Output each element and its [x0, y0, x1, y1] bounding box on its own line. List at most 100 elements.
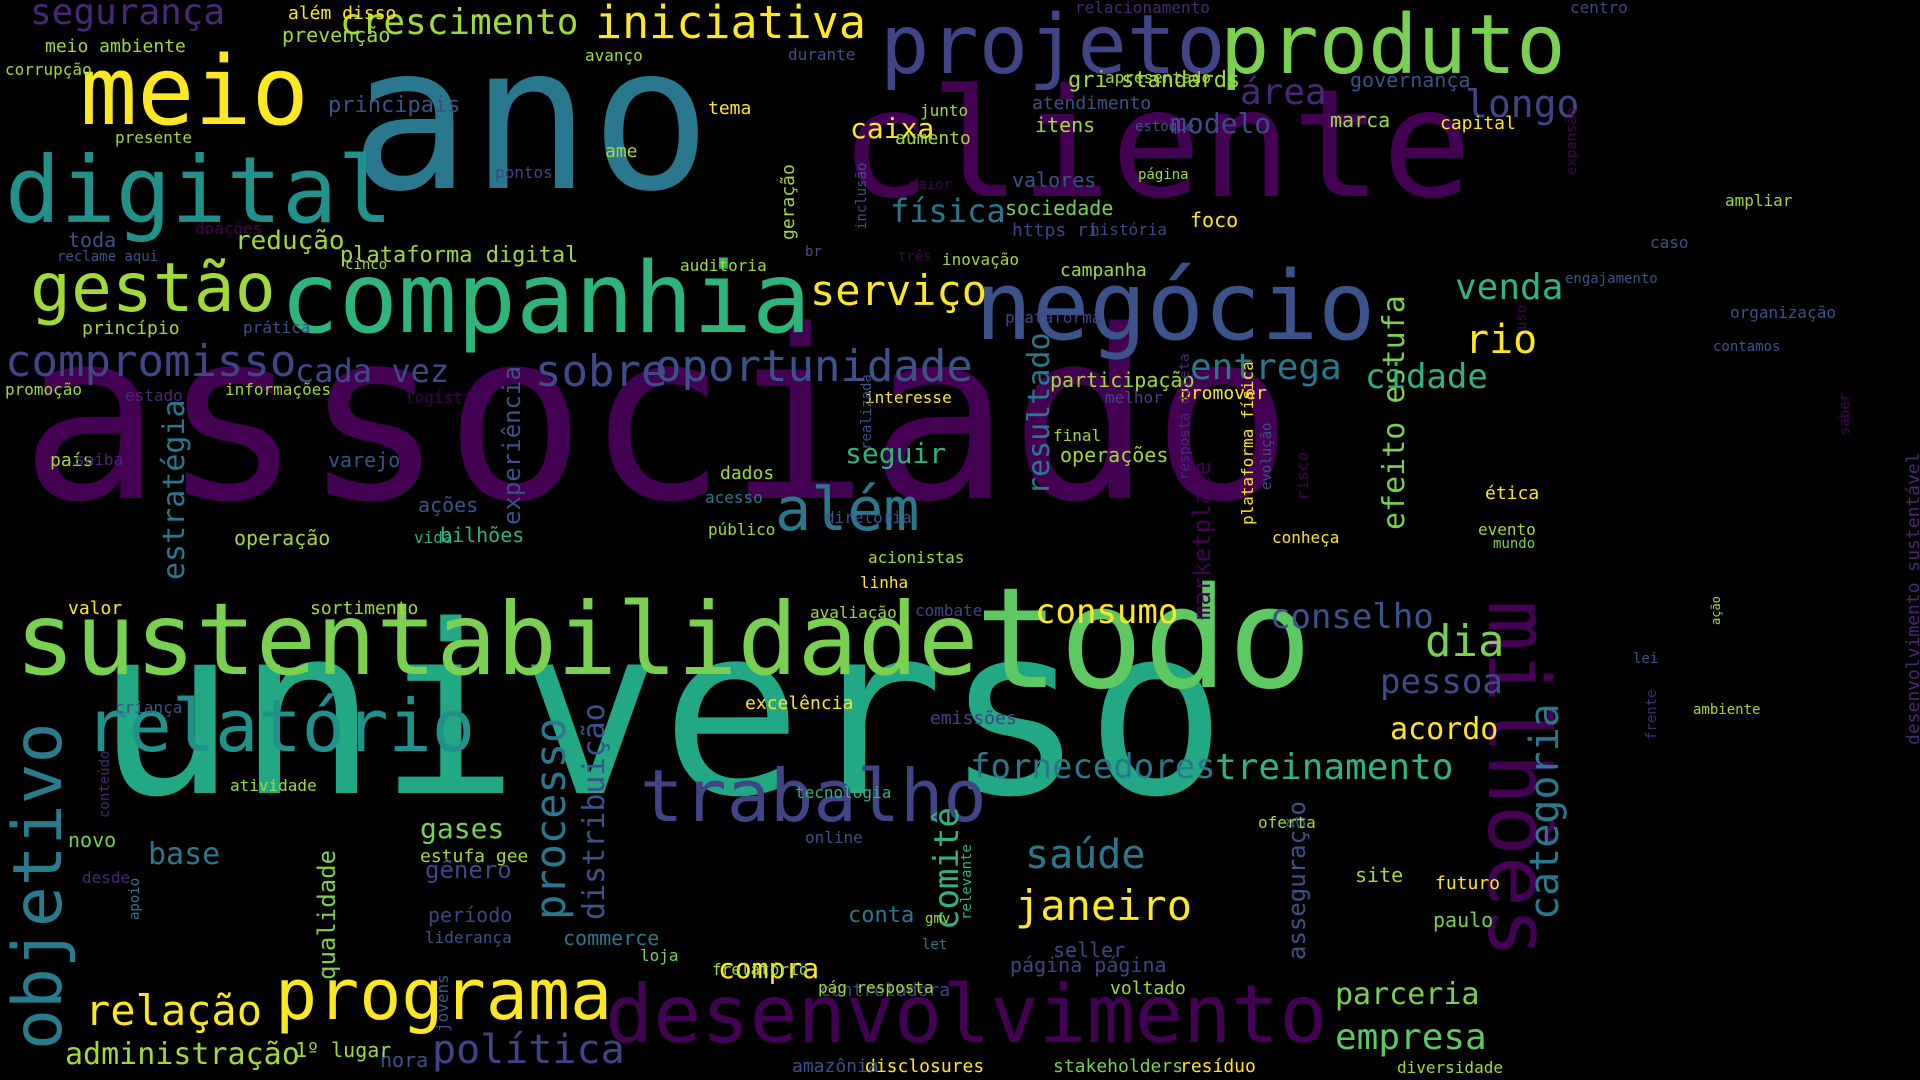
cloud-word: projeto — [880, 0, 1226, 93]
cloud-word: experiência — [498, 366, 526, 525]
cloud-word: pessoa — [1380, 662, 1503, 702]
cloud-word: caixa — [850, 112, 935, 145]
cloud-word: estado — [125, 386, 183, 405]
cloud-word: três — [898, 249, 932, 265]
cloud-word: expansão — [1564, 107, 1580, 175]
cloud-word: diretoria — [825, 508, 912, 527]
cloud-word: caso — [1650, 233, 1689, 252]
cloud-word: segurança — [30, 0, 226, 33]
cloud-word: br — [805, 244, 822, 260]
cloud-word: negócio — [975, 252, 1376, 362]
cloud-word: stakeholders — [1053, 1056, 1184, 1077]
cloud-word: efeito estufa — [1377, 295, 1412, 530]
cloud-word: serviço — [810, 266, 988, 315]
cloud-word: crescimento — [340, 2, 579, 43]
cloud-word: iniciativa — [595, 0, 866, 49]
cloud-word: conta — [848, 903, 915, 928]
cloud-word: além — [775, 475, 920, 545]
cloud-word: informações — [225, 380, 331, 399]
cloud-word: commerce — [563, 926, 660, 950]
cloud-word: reclame aqui — [57, 249, 159, 265]
cloud-word: participação — [1050, 368, 1195, 392]
cloud-word: junto — [920, 101, 969, 120]
cloud-word: durante — [788, 45, 856, 64]
cloud-word: digital — [5, 137, 393, 244]
cloud-word: ano — [350, 3, 712, 236]
cloud-word: página — [1138, 167, 1189, 183]
cloud-word: uso — [1514, 304, 1530, 330]
cloud-word: geração — [778, 164, 799, 240]
cloud-word: meio ambiente — [45, 36, 186, 57]
cloud-word: final — [1053, 426, 1102, 445]
cloud-word: plataforma — [1005, 308, 1102, 327]
cloud-word: linha — [860, 573, 909, 592]
cloud-word: conheça — [1272, 528, 1340, 547]
cloud-word: controladora — [820, 980, 951, 1001]
cloud-word: governança — [1350, 68, 1471, 92]
cloud-word: emissões — [930, 708, 1017, 729]
cloud-word: corrupção — [5, 60, 92, 79]
cloud-word: programa — [275, 954, 613, 1036]
cloud-word: ame — [605, 141, 638, 162]
cloud-word: 1º lugar — [295, 1038, 392, 1062]
cloud-word: prevenção — [282, 23, 391, 47]
cloud-word: seller — [1053, 938, 1126, 962]
cloud-word: diversidade — [1397, 1058, 1503, 1077]
cloud-word: online — [805, 828, 863, 847]
cloud-word: resíduo — [1180, 1056, 1256, 1077]
cloud-word: desenvolvimento — [605, 968, 1328, 1061]
cloud-word: bilhões — [440, 523, 525, 547]
cloud-word: criança — [115, 698, 183, 717]
cloud-word: site — [1355, 863, 1404, 887]
cloud-word: toda — [68, 228, 117, 252]
cloud-word: relatório — [85, 684, 476, 768]
cloud-word: centro — [1570, 0, 1628, 17]
cloud-word: auditoria — [680, 256, 767, 275]
cloud-word: relacionamento — [1075, 0, 1210, 17]
cloud-word: processo — [526, 717, 575, 920]
cloud-word: modelo — [1170, 107, 1272, 140]
cloud-word: excelência — [745, 693, 854, 714]
cloud-word: voltado — [1110, 978, 1186, 999]
cloud-word: futuro — [1435, 873, 1501, 894]
cloud-word: entrega — [1190, 347, 1342, 388]
cloud-word: base — [148, 837, 221, 872]
cloud-word: logística — [405, 388, 492, 407]
cloud-word: saiba — [75, 450, 124, 469]
cloud-word: categoria — [1522, 703, 1568, 920]
cloud-word: operações — [1060, 443, 1169, 467]
cloud-word: cliente — [840, 58, 1473, 232]
cloud-word: doações — [195, 219, 263, 238]
cloud-word: venda — [1455, 267, 1564, 308]
cloud-word: conteúdo — [97, 750, 113, 818]
cloud-word: ampliar — [1725, 191, 1793, 210]
cloud-word: conselho — [1270, 597, 1434, 637]
cloud-word: associado — [20, 281, 1294, 554]
cloud-word: maior — [910, 177, 953, 193]
cloud-word: dados — [720, 463, 775, 484]
cloud-word: parceria — [1335, 977, 1480, 1012]
cloud-word: ambiente — [1693, 702, 1761, 718]
cloud-word: paulo — [1433, 908, 1494, 932]
cloud-word: saúde — [1025, 832, 1146, 878]
cloud-word: realizada — [859, 374, 875, 450]
cloud-word: avanço — [585, 46, 643, 65]
cloud-word: princípio — [82, 318, 180, 339]
cloud-word: marketplace — [1188, 461, 1216, 620]
cloud-word: fornecedores — [970, 747, 1216, 787]
cloud-word: sustentabilidade — [15, 581, 979, 698]
cloud-word: mundo — [1493, 536, 1536, 552]
cloud-word: presente — [115, 128, 193, 147]
cloud-word: campanha — [1060, 260, 1147, 281]
cloud-word: interesse — [865, 388, 952, 407]
cloud-word: desde — [82, 868, 131, 887]
cloud-word: rio — [1465, 317, 1538, 363]
cloud-word: seguir — [845, 437, 947, 470]
cloud-word: evento — [1478, 520, 1536, 539]
cloud-word: compra — [718, 952, 820, 985]
cloud-word: marca — [1330, 108, 1391, 132]
cloud-word: risco — [1293, 451, 1312, 500]
cloud-word: disclosures — [865, 1056, 985, 1077]
cloud-word: gênero — [425, 856, 512, 884]
